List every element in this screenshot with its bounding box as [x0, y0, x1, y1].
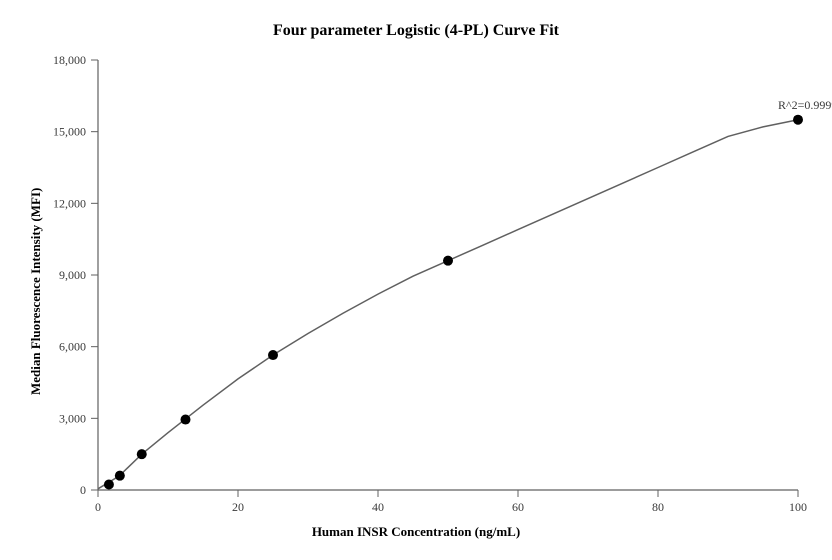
r-squared-annotation: R^2=0.9999 — [778, 98, 832, 113]
x-tick-label: 40 — [372, 500, 384, 514]
x-tick-label: 60 — [512, 500, 524, 514]
y-tick-label: 15,000 — [53, 125, 86, 139]
data-point — [137, 449, 147, 459]
data-point — [793, 115, 803, 125]
x-tick-label: 20 — [232, 500, 244, 514]
y-axis-label: Median Fluorescence Intensity (MFI) — [28, 188, 44, 395]
y-tick-label: 0 — [80, 483, 86, 497]
data-point — [443, 256, 453, 266]
chart-container: Four parameter Logistic (4-PL) Curve Fit… — [0, 0, 832, 560]
x-axis-label: Human INSR Concentration (ng/mL) — [0, 524, 832, 540]
chart-title: Four parameter Logistic (4-PL) Curve Fit — [0, 22, 832, 40]
x-tick-label: 0 — [95, 500, 101, 514]
y-tick-label: 18,000 — [53, 53, 86, 67]
x-tick-label: 80 — [652, 500, 664, 514]
data-point — [268, 350, 278, 360]
x-tick-label: 100 — [789, 500, 807, 514]
data-point — [104, 480, 114, 490]
data-point — [181, 415, 191, 425]
y-tick-label: 3,000 — [59, 411, 86, 425]
y-tick-label: 9,000 — [59, 268, 86, 282]
y-tick-label: 12,000 — [53, 196, 86, 210]
chart-svg: 0 3,000 6,000 9,000 12,000 15,000 18,000 0 20 40 6… — [0, 0, 832, 560]
data-point — [115, 471, 125, 481]
y-tick-label: 6,000 — [59, 340, 86, 354]
fit-curve — [98, 120, 798, 489]
